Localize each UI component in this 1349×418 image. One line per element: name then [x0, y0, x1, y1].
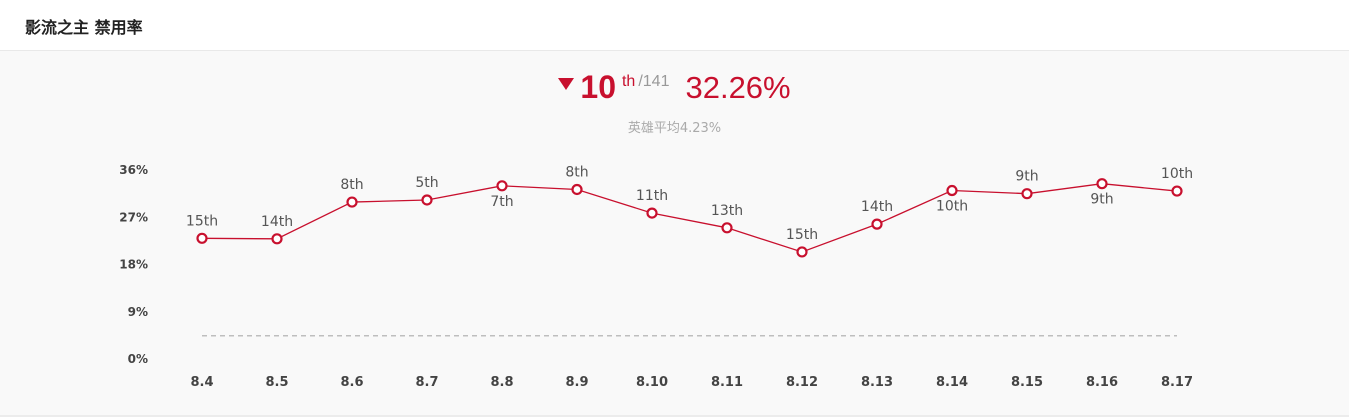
x-tick-label: 8.12	[786, 375, 818, 390]
ban-rate-value: 32.26%	[685, 69, 791, 105]
y-tick-label: 27%	[119, 210, 148, 224]
x-tick-label: 8.14	[936, 375, 968, 390]
series-line	[201, 183, 1178, 253]
data-point	[421, 194, 433, 206]
y-tick-label: 18%	[119, 258, 148, 272]
data-label: 10th	[936, 199, 968, 215]
x-tick-label: 8.13	[861, 375, 893, 390]
x-tick-label: 8.11	[711, 375, 743, 390]
data-label: 5th	[415, 175, 438, 191]
rank-total: /141	[638, 72, 670, 90]
rank-suffix: th	[621, 72, 636, 90]
data-label: 9th	[1015, 169, 1038, 185]
data-label: 14th	[261, 214, 293, 230]
data-label: 13th	[711, 203, 743, 219]
page-header: 影流之主 禁用率	[0, 0, 1349, 51]
x-tick-label: 8.15	[1011, 375, 1043, 390]
x-tick-label: 8.6	[340, 375, 363, 390]
data-point	[796, 246, 808, 258]
data-point	[271, 233, 283, 245]
data-label: 14th	[861, 199, 893, 215]
data-point	[1021, 188, 1033, 200]
page-title: 影流之主 禁用率	[25, 18, 143, 37]
data-point	[1096, 178, 1108, 190]
data-point	[196, 232, 208, 244]
y-tick-label: 9%	[128, 305, 148, 319]
x-tick-label: 8.16	[1086, 375, 1118, 390]
rank-summary: 10 th/141 32.26%	[0, 69, 1349, 106]
data-label: 7th	[490, 194, 513, 210]
data-label: 8th	[340, 177, 363, 193]
data-point	[871, 218, 883, 230]
x-tick-label: 8.4	[190, 375, 213, 390]
triangle-down-icon	[558, 77, 575, 90]
data-label: 15th	[186, 213, 218, 229]
data-label: 9th	[1090, 192, 1113, 208]
data-point	[646, 207, 658, 219]
x-tick-label: 8.10	[636, 375, 668, 390]
data-label: 10th	[1161, 166, 1193, 182]
data-label: 15th	[786, 227, 818, 243]
data-point	[571, 183, 583, 196]
data-point	[1171, 185, 1183, 197]
data-point	[496, 180, 508, 192]
data-point	[346, 196, 358, 208]
hero-average-text: 英雄平均4.23%	[627, 121, 722, 136]
data-point	[946, 184, 958, 197]
x-tick-label: 8.17	[1161, 375, 1193, 390]
data-point	[721, 222, 733, 234]
x-tick-label: 8.8	[490, 375, 513, 390]
data-label: 11th	[636, 188, 668, 204]
rank-value: 10	[580, 69, 616, 105]
x-tick-label: 8.7	[415, 375, 438, 390]
x-tick-label: 8.9	[565, 375, 588, 390]
x-tick-label: 8.5	[265, 375, 288, 390]
data-label: 8th	[565, 164, 588, 180]
y-tick-label: 36%	[119, 163, 148, 177]
y-tick-label: 0%	[128, 352, 148, 366]
